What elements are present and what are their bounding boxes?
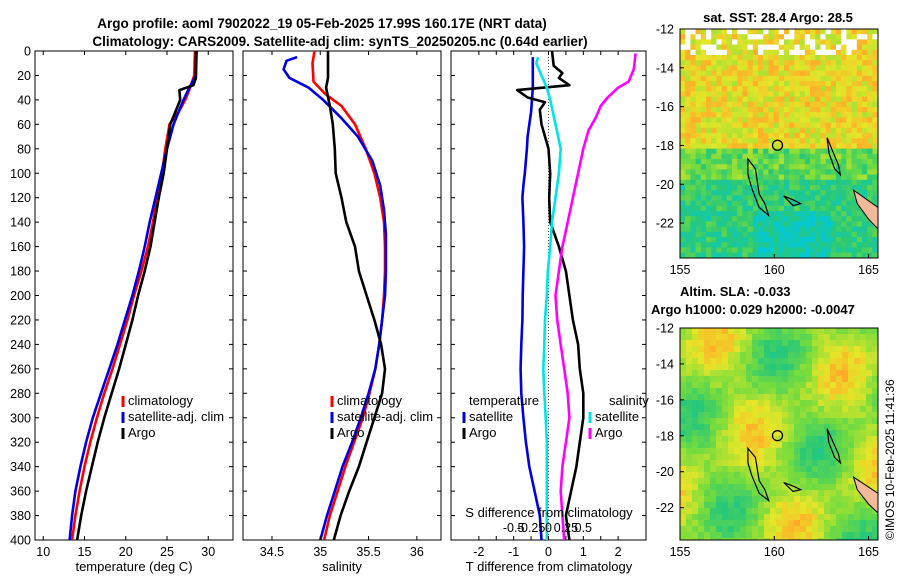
sst-map: [680, 29, 878, 258]
ytick-label: 300: [10, 411, 31, 425]
xtick-label: 0: [545, 545, 552, 559]
map-ytick-label: -16: [656, 393, 674, 407]
map-ytick-label: -22: [656, 217, 674, 231]
ytick-label: 220: [10, 313, 31, 327]
xtick-label: 36: [410, 545, 424, 559]
ytick-label: 200: [10, 289, 31, 303]
xtick-label: 15: [78, 545, 92, 559]
ytick-label: 360: [10, 485, 31, 499]
legend-sal-satellite: satellite-adj. clim: [337, 409, 433, 424]
xtick-label: 1: [580, 545, 587, 559]
ytick-label: 260: [10, 362, 31, 376]
map-ytick-label: -22: [656, 501, 674, 515]
t-diff-xlabel: T difference from climatology: [466, 559, 633, 574]
title-line-2: Climatology: CARS2009. Satellite-adj cli…: [92, 34, 587, 49]
s-diff-tick-label: 0.5: [575, 521, 592, 535]
s-diff-tick-label: -0.25: [517, 521, 546, 535]
sal-series-climatology: [311, 51, 387, 540]
argo-location-marker: [771, 429, 784, 442]
map-ytick-label: -14: [656, 61, 674, 75]
xtick-label: 20: [119, 545, 133, 559]
legend-temp-satellite: satellite-adj. clim: [128, 409, 224, 424]
xtick-label: -2: [473, 545, 484, 559]
temp-series-argo: [75, 51, 198, 540]
difference-legend: temperature satellite Argo salinity sate…: [462, 393, 649, 440]
map-ytick-label: -12: [656, 23, 674, 37]
sal-series-argo: [324, 51, 387, 540]
ytick-label: 120: [10, 191, 31, 205]
legend-s-argo: Argo: [595, 425, 622, 440]
ytick-label: 400: [10, 534, 31, 548]
s-diff-xlabel: S difference from climatology: [465, 505, 633, 520]
ytick-label: 0: [24, 45, 31, 59]
xtick-label: 2: [615, 545, 622, 559]
diff-series-s-satellite: [535, 56, 562, 540]
legend-temp-climatology: climatology: [128, 393, 194, 408]
ytick-label: 240: [10, 338, 31, 352]
legend-sal-argo: Argo: [337, 425, 364, 440]
xtick-label: 10: [36, 545, 50, 559]
xtick-label: 25: [160, 545, 174, 559]
map-xtick-label: 165: [858, 545, 879, 559]
legend-temp-argo: Argo: [128, 425, 155, 440]
xtick-label: 35: [313, 545, 327, 559]
ytick-label: 80: [17, 142, 31, 156]
legend-salinity-title: salinity: [609, 393, 649, 408]
map-ytick-label: -18: [656, 429, 674, 443]
ytick-label: 160: [10, 240, 31, 254]
map-xtick-label: 155: [670, 263, 691, 277]
temp-series-satellite-adj-clim: [68, 51, 198, 540]
diff-series-t-argo: [515, 51, 585, 540]
map-ytick-label: -18: [656, 139, 674, 153]
map-xtick-label: 155: [670, 545, 691, 559]
sla-map-title-2: Argo h1000: 0.029 h2000: -0.0047: [651, 302, 855, 317]
temperature-legend: climatology satellite-adj. clim Argo: [121, 393, 224, 440]
ytick-label: 180: [10, 265, 31, 279]
map-xtick-label: 165: [858, 263, 879, 277]
title-line-1: Argo profile: aoml 7902022_19 05-Feb-202…: [97, 16, 546, 31]
difference-panel: [450, 50, 647, 541]
legend-t-satellite: satellite: [469, 409, 513, 424]
ytick-label: 380: [10, 509, 31, 523]
diff-series-t-satellite: [519, 57, 543, 540]
salinity-xlabel: salinity: [322, 559, 362, 574]
argo-location-marker: [771, 139, 784, 151]
ytick-label: 20: [17, 69, 31, 83]
map-ytick-label: -14: [656, 357, 674, 371]
legend-t-argo: Argo: [469, 425, 496, 440]
map-xtick-label: 160: [764, 263, 785, 277]
legend-s-satellite: satellite: [595, 409, 639, 424]
xtick-label: 35.5: [356, 545, 380, 559]
diff-series-s-argo: [554, 53, 637, 540]
map-ytick-label: -20: [656, 178, 674, 192]
ytick-label: 280: [10, 387, 31, 401]
xtick-label: -1: [508, 545, 519, 559]
map-ytick-label: -16: [656, 100, 674, 114]
ytick-label: 100: [10, 167, 31, 181]
imos-credit: ©IMOS 10-Feb-2025 11:41:36: [883, 379, 897, 540]
legend-sal-climatology: climatology: [337, 393, 403, 408]
sla-map: [680, 328, 878, 540]
map-ytick-label: -12: [656, 322, 674, 336]
s-diff-tick-label: -0.5: [503, 521, 525, 535]
temperature-xlabel: temperature (deg C): [75, 559, 192, 574]
sla-map-title-1: Altim. SLA: -0.033: [680, 284, 791, 299]
s-diff-tick-label: 0.25: [554, 521, 578, 535]
xtick-label: 34.5: [260, 545, 284, 559]
map-xtick-label: 160: [764, 545, 785, 559]
ytick-label: 320: [10, 436, 31, 450]
salinity-legend: climatology satellite-adj. clim Argo: [330, 393, 433, 440]
map-ytick-label: -20: [656, 465, 674, 479]
ytick-label: 140: [10, 216, 31, 230]
legend-temperature-title: temperature: [469, 393, 539, 408]
ytick-label: 60: [17, 118, 31, 132]
sst-map-title: sat. SST: 28.4 Argo: 28.5: [703, 10, 853, 25]
ytick-label: 40: [17, 93, 31, 107]
ytick-label: 340: [10, 460, 31, 474]
sal-series-satellite-adj-clim: [282, 55, 388, 540]
xtick-label: 30: [201, 545, 215, 559]
s-diff-tick-label: 0: [545, 521, 552, 535]
